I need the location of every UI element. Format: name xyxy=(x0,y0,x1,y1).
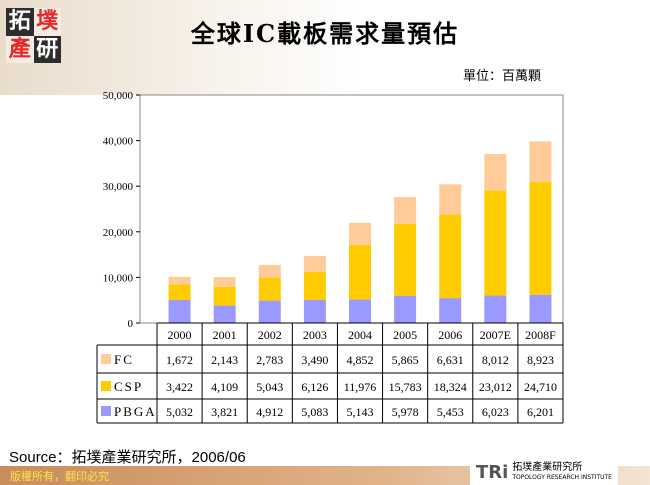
category-label: 2007E xyxy=(480,328,511,342)
data-label: 15,783 xyxy=(389,380,422,394)
bar-pbga xyxy=(349,299,371,323)
category-label: 2004 xyxy=(348,328,372,342)
data-label: 11,976 xyxy=(344,380,377,394)
data-label: 6,023 xyxy=(482,405,509,419)
data-label: 8,012 xyxy=(482,353,509,367)
bar-pbga xyxy=(258,300,281,323)
data-label: 5,043 xyxy=(256,380,283,394)
category-label: 2003 xyxy=(303,328,327,342)
bar-fc xyxy=(258,264,281,278)
bar-csp xyxy=(394,223,417,296)
y-tick-label: 50,000 xyxy=(103,90,134,102)
y-tick-label: 10,000 xyxy=(103,272,134,284)
source-note: Source：拓墣產業研究所，2006/06 xyxy=(9,449,246,466)
bar-pbga xyxy=(168,300,191,323)
y-tick-label: 40,000 xyxy=(103,136,134,148)
company-logo: 拓墣產研 xyxy=(6,8,61,63)
tri-logo: TRi 拓墣產業研究所 TOPOLOGY RESEARCH INSTITUTE xyxy=(470,460,618,485)
data-label: 1,672 xyxy=(166,353,193,367)
legend-swatch-pbga xyxy=(101,406,111,416)
data-label: 5,978 xyxy=(392,405,419,419)
y-tick-label: 0 xyxy=(128,318,134,330)
legend-label: FC xyxy=(114,352,134,367)
brand-mark: TRi xyxy=(476,462,509,483)
legend-swatch-fc xyxy=(101,354,111,364)
unit-label: 單位：百萬顆 xyxy=(463,69,542,84)
brand-cn: 拓墣產業研究所 xyxy=(512,461,583,473)
data-label: 5,032 xyxy=(166,405,193,419)
bar-pbga xyxy=(439,298,462,323)
bar-pbga xyxy=(484,295,507,323)
bar-pbga xyxy=(303,299,326,323)
bar-fc xyxy=(439,184,462,215)
category-label: 2006 xyxy=(438,328,462,342)
bar-csp xyxy=(349,244,371,300)
data-label: 5,453 xyxy=(437,405,464,419)
category-label: 2002 xyxy=(258,328,282,342)
bar-fc xyxy=(168,276,191,285)
y-tick-label: 20,000 xyxy=(103,227,134,239)
bar-fc xyxy=(303,255,326,272)
data-label: 6,631 xyxy=(437,353,464,367)
bar-fc xyxy=(394,197,417,224)
data-label: 4,852 xyxy=(347,353,374,367)
data-label: 3,490 xyxy=(301,353,328,367)
bar-csp xyxy=(258,277,281,301)
data-label: 5,143 xyxy=(347,405,374,419)
legend-label: CSP xyxy=(114,379,143,394)
data-label: 4,912 xyxy=(256,405,283,419)
bar-fc xyxy=(213,277,236,287)
bar-csp xyxy=(168,284,191,301)
bar-csp xyxy=(303,271,326,300)
stacked-bar-chart: 0 10,000 20,000 30,000 40,000 50,000 2000 2001 2… xyxy=(96,90,564,424)
category-label: 2001 xyxy=(213,328,237,342)
data-label: 2,143 xyxy=(211,353,238,367)
data-label: 18,324 xyxy=(434,380,467,394)
data-label: 6,126 xyxy=(301,380,328,394)
data-label: 23,012 xyxy=(479,380,512,394)
bar-pbga xyxy=(213,305,236,323)
brand-en: TOPOLOGY RESEARCH INSTITUTE xyxy=(512,473,612,481)
bar-csp xyxy=(484,190,507,296)
legend-swatch-csp xyxy=(101,381,111,391)
data-label: 8,923 xyxy=(527,353,554,367)
data-label: 3,821 xyxy=(211,405,238,419)
category-label: 2008F xyxy=(525,328,556,342)
category-label: 2005 xyxy=(393,328,417,342)
bar-csp xyxy=(439,214,462,299)
bar-csp xyxy=(529,182,552,295)
data-label: 5,865 xyxy=(392,353,419,367)
y-tick-label: 30,000 xyxy=(103,181,134,193)
bar-pbga xyxy=(394,295,417,323)
bar-fc xyxy=(349,222,371,245)
bar-pbga xyxy=(529,294,552,323)
category-label: 2000 xyxy=(168,328,192,342)
data-label: 3,422 xyxy=(166,380,193,394)
data-label: 2,783 xyxy=(256,353,283,367)
data-label: 6,201 xyxy=(527,405,554,419)
bar-csp xyxy=(213,286,236,306)
bar-fc xyxy=(484,154,507,191)
data-label: 24,710 xyxy=(524,380,557,394)
data-label: 4,109 xyxy=(211,380,238,394)
bar-fc xyxy=(529,141,552,183)
copyright-text: 版權所有，翻印必究 xyxy=(10,470,109,483)
data-label: 5,083 xyxy=(301,405,328,419)
legend-label: PBGA xyxy=(114,404,157,419)
page-title: 全球IC載板需求量預估 xyxy=(190,19,460,48)
